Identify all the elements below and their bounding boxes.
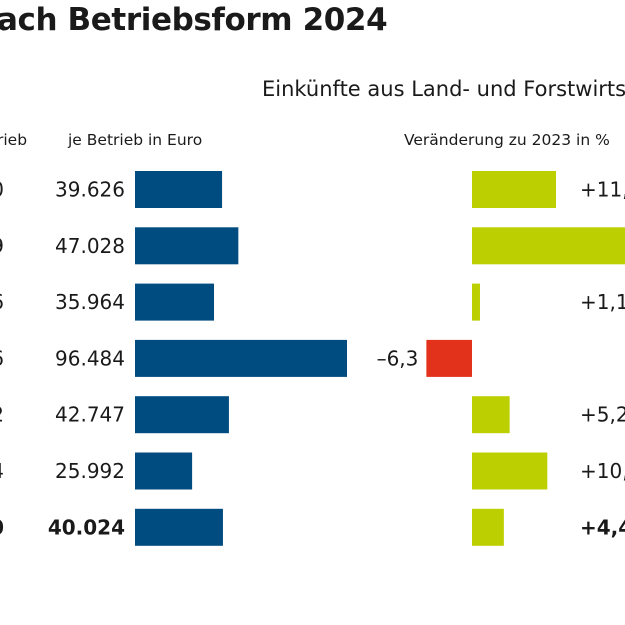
change-bar-positive <box>472 452 548 490</box>
change-bar-positive <box>472 283 480 321</box>
change-value-label: +11,6 <box>580 178 625 202</box>
change-value-label: +5,2 <box>580 403 625 427</box>
income-bar <box>135 508 223 546</box>
row-first-col-label: 9 <box>0 234 4 258</box>
change-bar-positive <box>472 508 504 546</box>
income-value-label: 25.992 <box>55 459 125 483</box>
row-first-col-label: 0 <box>0 515 4 539</box>
column-header-first: rieb <box>0 131 28 149</box>
change-bar-positive <box>472 227 625 265</box>
chart-title: ach Betriebsform 2024 <box>0 2 388 38</box>
chart-subtitle: Einkünfte aus Land- und Forstwirts <box>262 77 625 101</box>
income-value-label: 42.747 <box>55 403 125 427</box>
income-bar <box>135 171 223 208</box>
income-bar <box>135 227 239 265</box>
income-bar <box>135 452 193 490</box>
row-first-col-label: 2 <box>0 403 4 427</box>
change-value-label: +10,4 <box>580 459 625 483</box>
income-value-label: 40.024 <box>48 515 125 539</box>
row-first-col-label: 4 <box>0 459 4 483</box>
row-first-col-label: 0 <box>0 178 4 202</box>
row-first-col-label: 6 <box>0 346 4 370</box>
change-bar-positive <box>472 396 510 434</box>
change-value-label: –6,3 <box>377 346 419 370</box>
income-bar <box>135 396 229 434</box>
change-bar-positive <box>472 171 556 208</box>
change-value-label: +1,1 <box>580 290 625 314</box>
column-header-change: Veränderung zu 2023 in % <box>404 131 610 149</box>
income-value-label: 39.626 <box>55 178 125 202</box>
income-value-label: 96.484 <box>55 346 125 370</box>
change-bar-negative <box>426 339 472 377</box>
row-first-col-label: 6 <box>0 290 4 314</box>
income-bar <box>135 283 215 321</box>
column-header-income: je Betrieb in Euro <box>68 131 203 149</box>
income-bar <box>135 339 347 377</box>
change-value-label: +4,4 <box>580 515 625 539</box>
income-value-label: 35.964 <box>55 290 125 314</box>
income-value-label: 47.028 <box>55 234 125 258</box>
